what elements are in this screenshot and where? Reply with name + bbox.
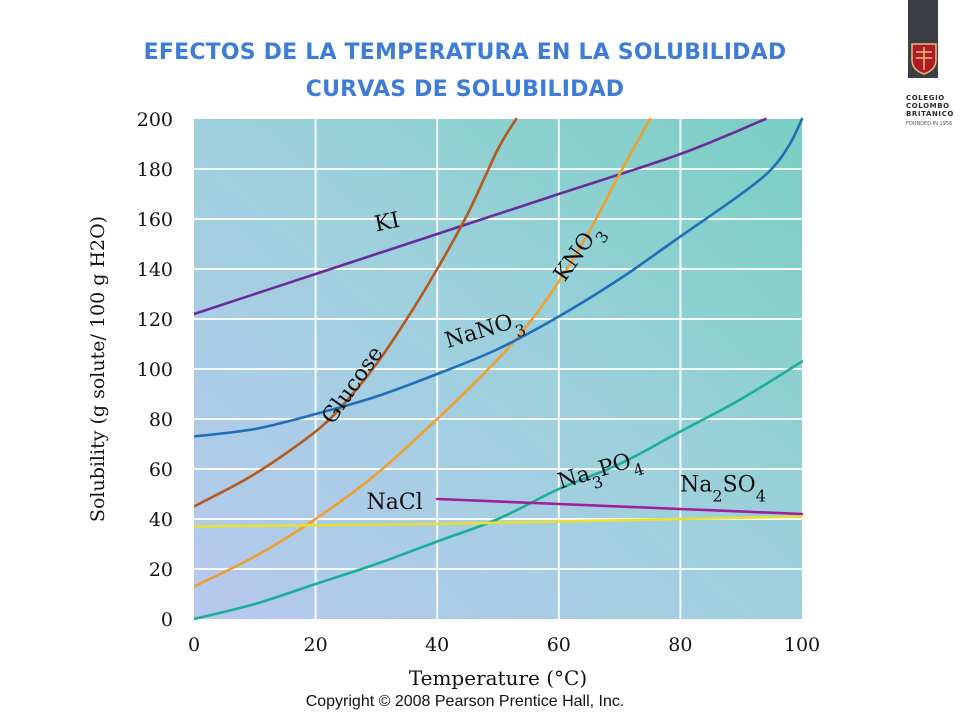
y-tick-label: 120	[137, 309, 173, 331]
series-line-na3po4	[194, 360, 804, 621]
series-line-kno3	[194, 117, 652, 588]
y-tick-label: 60	[149, 459, 173, 481]
logo-line-1: COLEGIO	[906, 94, 945, 102]
y-tick-label: 40	[149, 509, 173, 531]
y-tick-label: 20	[149, 559, 173, 581]
y-axis-label: Solubility (g solute/ 100 g H2O)	[87, 216, 109, 522]
logo-founded: FOUNDED IN 1956	[906, 121, 953, 127]
label-part: 2	[712, 486, 722, 505]
label-part: SO	[723, 473, 756, 498]
label-part: NaCl	[367, 490, 423, 515]
x-tick-label: 80	[668, 634, 692, 656]
series-label-na3po4: Na3PO4	[555, 446, 646, 502]
y-tick-label: 0	[161, 609, 173, 631]
y-tick-label: 200	[137, 109, 173, 131]
x-tick-label: 0	[188, 634, 200, 656]
y-tick-label: 160	[137, 209, 173, 231]
series-label-na2so4: Na2SO4	[680, 473, 766, 506]
school-logo: COLEGIO COLOMBO BRITÁNICO FOUNDED IN 195…	[904, 0, 956, 150]
logo-line-2: COLOMBO	[906, 102, 950, 110]
label-part: KI	[372, 208, 402, 238]
y-tick-label: 100	[137, 359, 173, 381]
shield-icon	[911, 43, 937, 75]
x-axis-label: Temperature (°C)	[409, 666, 587, 690]
series-label-nacl: NaCl	[367, 490, 423, 515]
y-tick-label: 80	[149, 409, 173, 431]
series-line-ki	[194, 117, 767, 316]
logo-line-3: BRITÁNICO	[906, 110, 954, 118]
series-line-glucose	[194, 117, 518, 508]
label-part: 4	[756, 486, 766, 505]
y-tick-label: 140	[137, 259, 173, 281]
series-line-nacl	[194, 515, 804, 528]
slide-title: EFECTOS DE LA TEMPERATURA EN LA SOLUBILI…	[143, 40, 787, 65]
logo-text: COLEGIO COLOMBO BRITÁNICO	[906, 94, 954, 118]
series-label-ki: KI	[372, 208, 402, 238]
copyright-notice: Copyright © 2008 Pearson Prentice Hall, …	[305, 693, 625, 710]
x-tick-label: 40	[425, 634, 449, 656]
y-tick-label: 180	[137, 159, 173, 181]
x-tick-label: 20	[304, 634, 328, 656]
x-tick-label: 100	[784, 634, 820, 656]
series-line-na2so4	[435, 497, 804, 516]
x-tick-label: 60	[547, 634, 571, 656]
slide-subtitle: CURVAS DE SOLUBILIDAD	[305, 77, 625, 102]
label-part: Na	[680, 473, 712, 498]
series-line-nano3	[194, 117, 804, 438]
